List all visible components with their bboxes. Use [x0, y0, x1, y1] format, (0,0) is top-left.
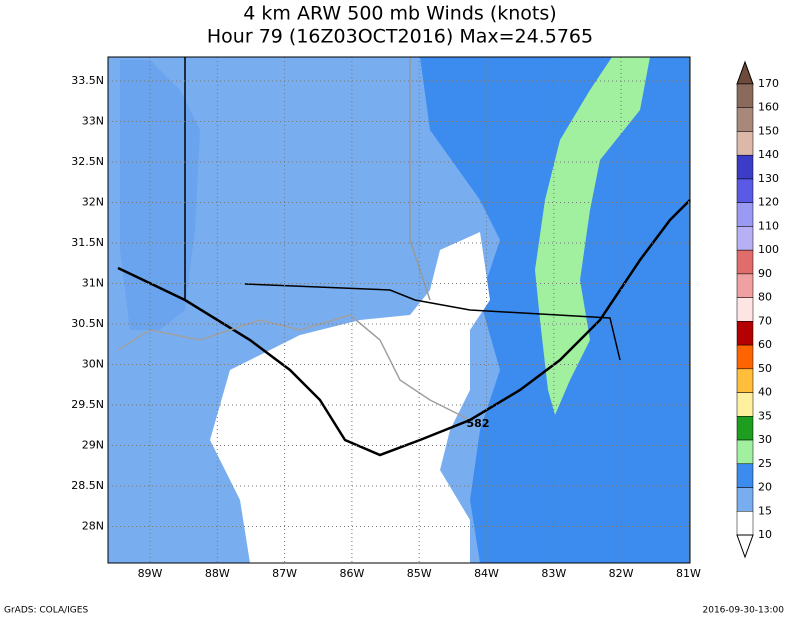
footer-left: GrADS: COLA/IGES [4, 606, 88, 616]
lat-label: 28N [82, 520, 104, 533]
colorbar-label: 35 [758, 409, 772, 422]
lat-label: 31N [82, 277, 104, 290]
lat-label: 29N [82, 439, 104, 452]
colorbar-box [736, 297, 754, 322]
colorbar: 170 160 150 140 130 120 110 100 90 80 70 60 50 40 35 30… [736, 60, 779, 559]
colorbar-bottom-arrow [736, 534, 754, 559]
colorbar-box [736, 321, 754, 346]
colorbar-top-arrow [736, 60, 754, 85]
lon-label: 87W [272, 567, 297, 580]
colorbar-box [736, 511, 754, 536]
lat-label: 29.5N [71, 398, 104, 411]
colorbar-label: 170 [758, 77, 779, 90]
lat-label: 30N [82, 358, 104, 371]
colorbar-label: 110 [758, 219, 779, 232]
colorbar-box [736, 83, 754, 108]
coastline [117, 314, 471, 421]
lat-label: 33.5N [71, 74, 104, 87]
colorbar-box [736, 273, 754, 298]
lat-label: 32.5N [71, 155, 104, 168]
colorbar-box [736, 226, 754, 251]
colorbar-label: 60 [758, 338, 772, 351]
lon-label: 85W [407, 567, 432, 580]
lat-label: 28.5N [71, 479, 104, 492]
colorbar-box [736, 416, 754, 441]
lon-label: 82W [609, 567, 634, 580]
state-border [409, 57, 431, 301]
contour-label: 582 [467, 417, 490, 430]
colorbar-box [736, 154, 754, 180]
colorbar-box [736, 392, 754, 417]
colorbar-label: 10 [758, 528, 772, 541]
lat-label: 31.5N [71, 236, 104, 249]
lon-label: 89W [138, 567, 163, 580]
colorbar-label: 90 [758, 267, 772, 280]
lat-label: 33N [82, 115, 104, 128]
graticule [108, 57, 690, 563]
colorbar-label: 140 [758, 148, 779, 161]
map-area: 582 [107, 56, 691, 564]
lon-label: 84W [474, 567, 499, 580]
map-frame [107, 56, 691, 564]
wind-field-band [120, 60, 200, 330]
colorbar-label: 30 [758, 433, 772, 446]
footer-right: 2016-09-30-13:00 [703, 606, 785, 616]
colorbar-box [736, 344, 754, 370]
colorbar-label: 50 [758, 362, 772, 375]
state-border [244, 283, 621, 361]
colorbar-box [736, 368, 754, 393]
colorbar-label: 130 [758, 172, 779, 185]
colorbar-box [736, 202, 754, 227]
lat-label: 32N [82, 196, 104, 209]
colorbar-label: 160 [758, 101, 779, 114]
colorbar-box [736, 487, 754, 512]
colorbar-box [736, 178, 754, 203]
lon-label: 86W [339, 567, 364, 580]
colorbar-label: 80 [758, 291, 772, 304]
colorbar-label: 70 [758, 314, 772, 327]
colorbar-label: 20 [758, 481, 772, 494]
colorbar-label: 40 [758, 386, 772, 399]
colorbar-label: 120 [758, 196, 779, 209]
lon-label: 83W [541, 567, 566, 580]
colorbar-box [736, 439, 754, 465]
colorbar-label: 15 [758, 504, 772, 517]
contour-line [117, 199, 691, 457]
colorbar-label: 100 [758, 243, 779, 256]
colorbar-label: 25 [758, 457, 772, 470]
colorbar-box [736, 107, 754, 132]
lon-label: 81W [676, 567, 701, 580]
title-line-1: 4 km ARW 500 mb Winds (knots) [243, 3, 556, 25]
colorbar-box [736, 249, 754, 275]
colorbar-label: 150 [758, 124, 779, 137]
title-line-2: Hour 79 (16Z03OCT2016) Max=24.5765 [207, 26, 593, 48]
colorbar-box [736, 463, 754, 488]
colorbar-box [736, 131, 754, 156]
wind-field-green [535, 57, 650, 415]
lat-label: 30.5N [71, 317, 104, 330]
wind-field-white [210, 232, 490, 563]
lon-label: 88W [205, 567, 230, 580]
